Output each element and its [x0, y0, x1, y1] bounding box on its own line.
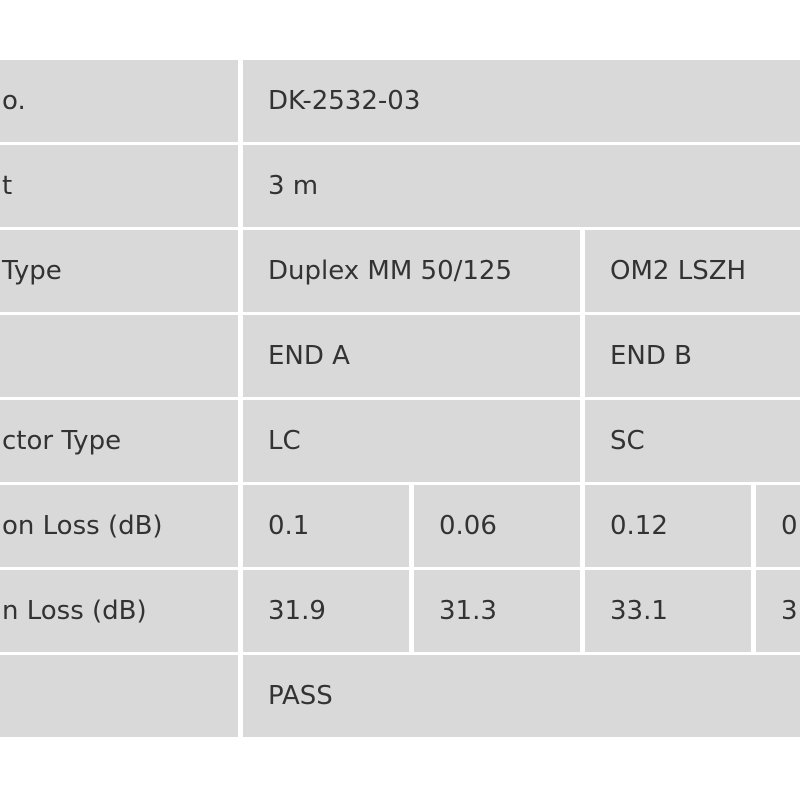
row-label: on Loss (dB) — [2, 511, 163, 541]
table-cell — [243, 485, 409, 567]
cell-text: 3 — [781, 596, 798, 626]
table-cell — [414, 485, 580, 567]
table-cell — [243, 60, 800, 142]
row-label: ctor Type — [2, 426, 122, 456]
row-label: t — [2, 171, 13, 201]
table-cell — [243, 400, 580, 482]
cell-text: LC — [268, 426, 301, 456]
cell-text: DK-2532-03 — [268, 86, 421, 116]
table-cell — [756, 570, 800, 652]
cell-text: END A — [268, 341, 350, 371]
table-cell — [0, 315, 238, 397]
table-cell — [585, 485, 751, 567]
table-cell — [243, 230, 580, 312]
table-cell — [0, 400, 238, 482]
cell-text: 0.06 — [439, 511, 497, 541]
cell-text: PASS — [268, 681, 333, 711]
table-cell — [0, 145, 238, 227]
cell-text: Duplex MM 50/125 — [268, 256, 513, 286]
cell-text: OM2 LSZH — [610, 256, 747, 286]
table-cell — [585, 315, 800, 397]
cell-text: 0.12 — [610, 511, 668, 541]
table-cell — [0, 485, 238, 567]
table-cell — [585, 570, 751, 652]
cell-text: 31.9 — [268, 596, 326, 626]
table-cell — [0, 230, 238, 312]
cell-text: SC — [610, 426, 645, 456]
row-label: Type — [2, 256, 62, 286]
cell-text: 3 m — [268, 171, 319, 201]
table-cell — [0, 60, 238, 142]
row-label: n Loss (dB) — [2, 596, 147, 626]
table-cell — [243, 315, 580, 397]
table-cell — [585, 400, 800, 482]
table-cell — [243, 570, 409, 652]
table-cell — [756, 485, 800, 567]
table-cell — [0, 570, 238, 652]
cell-text: END B — [610, 341, 692, 371]
cell-text: 33.1 — [610, 596, 668, 626]
cell-text: 0.1 — [268, 511, 310, 541]
table-cell — [585, 230, 800, 312]
table-cell — [243, 655, 800, 737]
table-cell — [414, 570, 580, 652]
table-cell — [0, 655, 238, 737]
row-label: o. — [2, 86, 26, 116]
table-cell — [243, 145, 800, 227]
cell-text: 31.3 — [439, 596, 497, 626]
cell-text: 0 — [781, 511, 798, 541]
